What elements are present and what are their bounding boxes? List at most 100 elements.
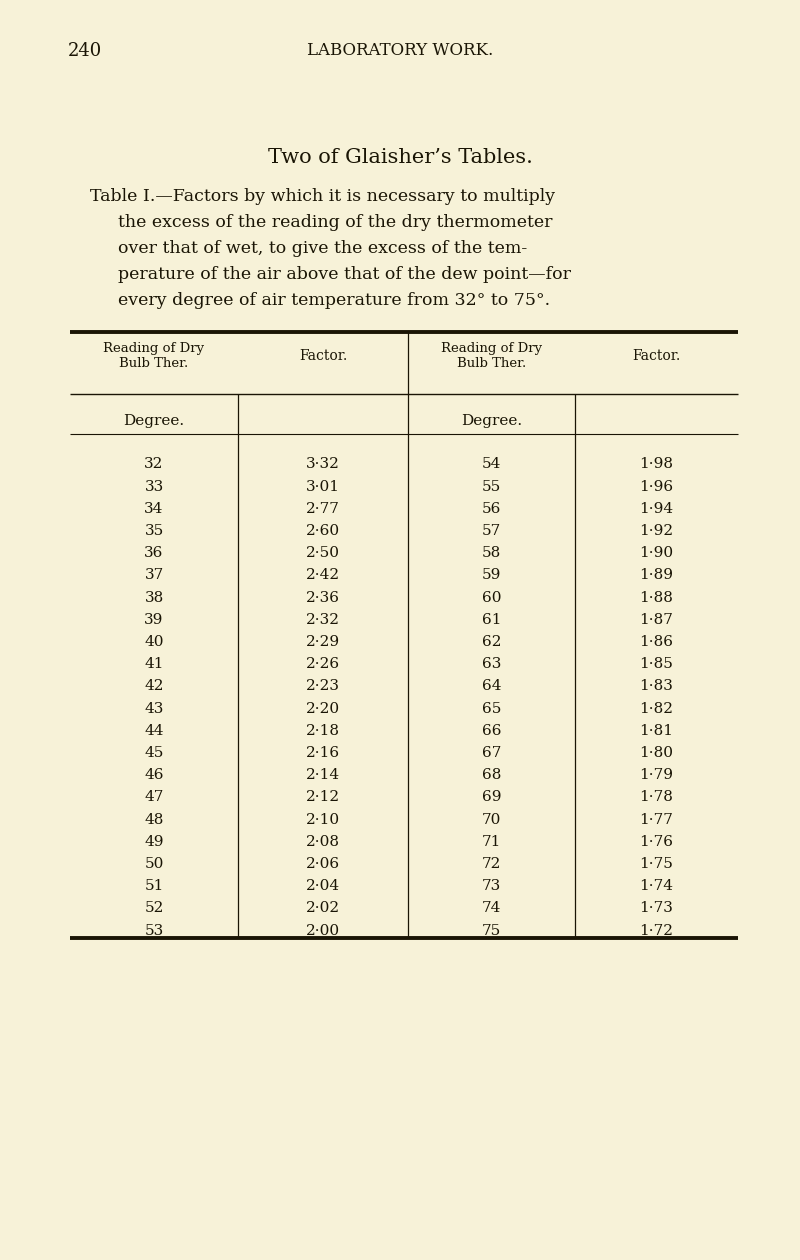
- Text: 1·75: 1·75: [639, 857, 674, 871]
- Text: 2·08: 2·08: [306, 834, 340, 849]
- Text: 1·89: 1·89: [639, 568, 674, 582]
- Text: 75: 75: [482, 924, 501, 937]
- Text: 45: 45: [144, 746, 164, 760]
- Text: 51: 51: [144, 879, 164, 893]
- Text: 2·04: 2·04: [306, 879, 340, 893]
- Text: 2·02: 2·02: [306, 901, 340, 915]
- Text: perature of the air above that of the dew point—for: perature of the air above that of the de…: [118, 266, 571, 284]
- Text: 1·83: 1·83: [639, 679, 674, 693]
- Text: 1·76: 1·76: [639, 834, 674, 849]
- Text: 40: 40: [144, 635, 164, 649]
- Text: 64: 64: [482, 679, 502, 693]
- Text: 47: 47: [144, 790, 164, 804]
- Text: Two of Glaisher’s Tables.: Two of Glaisher’s Tables.: [267, 147, 533, 168]
- Text: 33: 33: [144, 480, 164, 494]
- Text: 1·79: 1·79: [639, 769, 674, 782]
- Text: 53: 53: [144, 924, 164, 937]
- Text: 1·73: 1·73: [639, 901, 674, 915]
- Text: 2·60: 2·60: [306, 524, 340, 538]
- Text: 73: 73: [482, 879, 501, 893]
- Text: 1·92: 1·92: [639, 524, 674, 538]
- Text: Degree.: Degree.: [123, 415, 185, 428]
- Text: Reading of Dry: Reading of Dry: [103, 341, 205, 355]
- Text: 52: 52: [144, 901, 164, 915]
- Text: 1·90: 1·90: [639, 546, 674, 561]
- Text: every degree of air temperature from 32° to 75°.: every degree of air temperature from 32°…: [118, 292, 550, 309]
- Text: 2·12: 2·12: [306, 790, 340, 804]
- Text: 58: 58: [482, 546, 501, 561]
- Text: 1·80: 1·80: [639, 746, 674, 760]
- Text: 65: 65: [482, 702, 501, 716]
- Text: 2·36: 2·36: [306, 591, 340, 605]
- Text: Factor.: Factor.: [632, 349, 681, 363]
- Text: 1·86: 1·86: [639, 635, 674, 649]
- Text: Bulb Ther.: Bulb Ther.: [457, 357, 526, 370]
- Text: 74: 74: [482, 901, 501, 915]
- Text: 67: 67: [482, 746, 501, 760]
- Text: 2·06: 2·06: [306, 857, 340, 871]
- Text: 1·72: 1·72: [639, 924, 674, 937]
- Text: 2·50: 2·50: [306, 546, 340, 561]
- Text: 32: 32: [144, 457, 164, 471]
- Text: 2·77: 2·77: [306, 501, 340, 515]
- Text: 1·81: 1·81: [639, 723, 674, 737]
- Text: 1·82: 1·82: [639, 702, 674, 716]
- Text: 39: 39: [144, 612, 164, 626]
- Text: 1·98: 1·98: [639, 457, 674, 471]
- Text: 71: 71: [482, 834, 501, 849]
- Text: 1·74: 1·74: [639, 879, 674, 893]
- Text: 1·96: 1·96: [639, 480, 674, 494]
- Text: 61: 61: [482, 612, 502, 626]
- Text: 2·42: 2·42: [306, 568, 340, 582]
- Text: 41: 41: [144, 658, 164, 672]
- Text: 56: 56: [482, 501, 501, 515]
- Text: Degree.: Degree.: [461, 415, 522, 428]
- Text: 37: 37: [144, 568, 164, 582]
- Text: 55: 55: [482, 480, 501, 494]
- Text: 1·77: 1·77: [639, 813, 674, 827]
- Text: 34: 34: [144, 501, 164, 515]
- Text: 3·32: 3·32: [306, 457, 340, 471]
- Text: 42: 42: [144, 679, 164, 693]
- Text: 2·10: 2·10: [306, 813, 340, 827]
- Text: 1·87: 1·87: [639, 612, 674, 626]
- Text: over that of wet, to give the excess of the tem-: over that of wet, to give the excess of …: [118, 239, 527, 257]
- Text: 63: 63: [482, 658, 501, 672]
- Text: 69: 69: [482, 790, 502, 804]
- Text: 2·20: 2·20: [306, 702, 340, 716]
- Text: 240: 240: [68, 42, 102, 60]
- Text: 68: 68: [482, 769, 501, 782]
- Text: Table I.—Factors by which it is necessary to multiply: Table I.—Factors by which it is necessar…: [90, 188, 555, 205]
- Text: 60: 60: [482, 591, 502, 605]
- Text: 36: 36: [144, 546, 164, 561]
- Text: 43: 43: [144, 702, 164, 716]
- Text: 2·16: 2·16: [306, 746, 340, 760]
- Text: 2·00: 2·00: [306, 924, 340, 937]
- Text: 48: 48: [144, 813, 164, 827]
- Text: 72: 72: [482, 857, 501, 871]
- Text: Reading of Dry: Reading of Dry: [441, 341, 542, 355]
- Text: 54: 54: [482, 457, 501, 471]
- Text: LABORATORY WORK.: LABORATORY WORK.: [307, 42, 493, 59]
- Text: 57: 57: [482, 524, 501, 538]
- Text: 2·29: 2·29: [306, 635, 340, 649]
- Text: the excess of the reading of the dry thermometer: the excess of the reading of the dry the…: [118, 214, 553, 231]
- Text: 2·23: 2·23: [306, 679, 340, 693]
- Text: 66: 66: [482, 723, 502, 737]
- Text: Bulb Ther.: Bulb Ther.: [119, 357, 189, 370]
- Text: 59: 59: [482, 568, 501, 582]
- Text: 1·94: 1·94: [639, 501, 674, 515]
- Text: 3·01: 3·01: [306, 480, 340, 494]
- Text: 46: 46: [144, 769, 164, 782]
- Text: 2·32: 2·32: [306, 612, 340, 626]
- Text: 1·88: 1·88: [639, 591, 674, 605]
- Text: 38: 38: [144, 591, 164, 605]
- Text: Factor.: Factor.: [299, 349, 347, 363]
- Text: 2·26: 2·26: [306, 658, 340, 672]
- Text: 1·85: 1·85: [639, 658, 674, 672]
- Text: 2·14: 2·14: [306, 769, 340, 782]
- Text: 70: 70: [482, 813, 501, 827]
- Text: 2·18: 2·18: [306, 723, 340, 737]
- Text: 50: 50: [144, 857, 164, 871]
- Text: 44: 44: [144, 723, 164, 737]
